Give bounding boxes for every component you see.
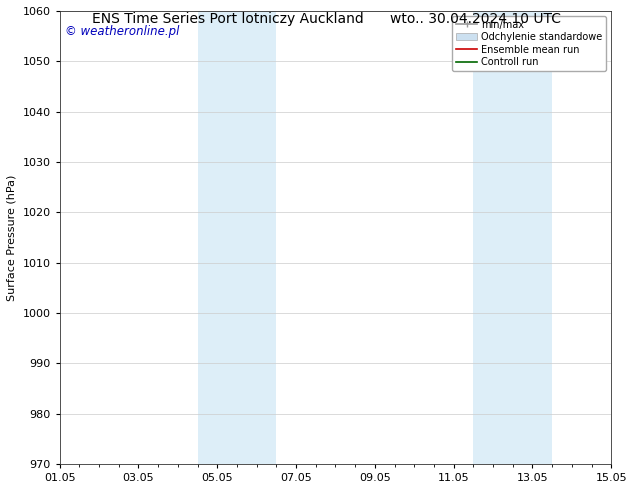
Bar [198,11,237,464]
Bar [237,11,276,464]
Bar [513,11,552,464]
Y-axis label: Surface Pressure (hPa): Surface Pressure (hPa) [7,174,17,301]
Legend: min/max, Odchylenie standardowe, Ensemble mean run, Controll run: min/max, Odchylenie standardowe, Ensembl… [452,16,606,71]
Bar [474,11,513,464]
Text: © weatheronline.pl: © weatheronline.pl [65,24,179,38]
Text: wto.. 30.04.2024 10 UTC: wto.. 30.04.2024 10 UTC [390,12,561,26]
Text: ENS Time Series Port lotniczy Auckland: ENS Time Series Port lotniczy Auckland [93,12,364,26]
